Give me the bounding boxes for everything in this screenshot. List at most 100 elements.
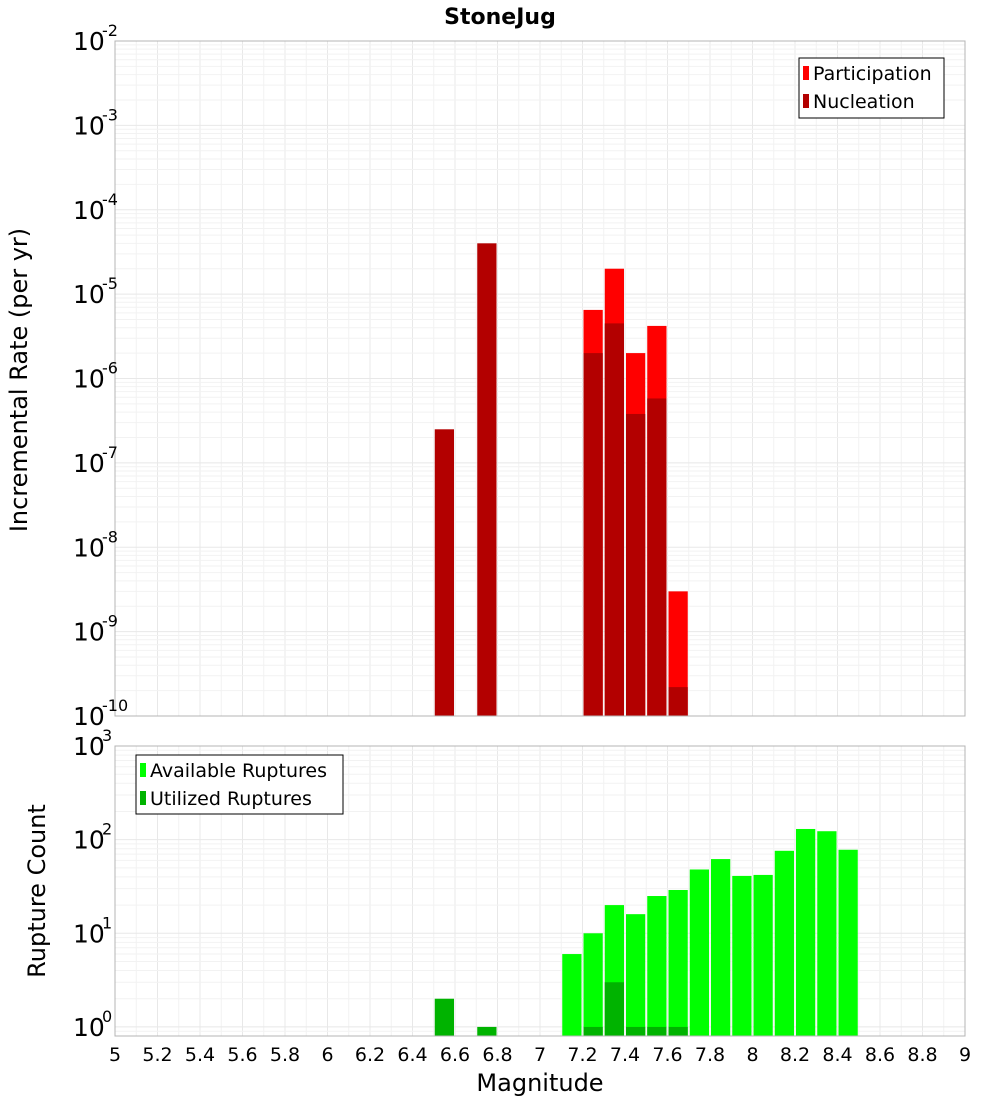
bottom-bar-utilized-ruptures bbox=[583, 1026, 603, 1036]
top-bars bbox=[434, 243, 688, 717]
top-y-tick-label: 10-2 bbox=[73, 21, 118, 56]
top-y-tick-label: 10-4 bbox=[73, 190, 118, 225]
y-tick-base: 10 bbox=[73, 111, 105, 140]
y-tick-base: 10 bbox=[73, 365, 105, 394]
y-tick-exponent: 1 bbox=[102, 913, 112, 932]
bottom-y-tick-label: 100 bbox=[73, 1007, 112, 1042]
y-tick-base: 10 bbox=[73, 702, 105, 731]
bottom-bar-available-ruptures bbox=[774, 850, 794, 1036]
top-y-tick-label: 10-10 bbox=[73, 696, 128, 731]
y-tick-base: 10 bbox=[73, 618, 105, 647]
bottom-bar-available-ruptures bbox=[583, 933, 603, 1036]
x-tick-label: 6.4 bbox=[397, 1044, 427, 1066]
bottom-bar-available-ruptures bbox=[668, 889, 688, 1036]
y-tick-base: 10 bbox=[73, 196, 105, 225]
bottom-bar-available-ruptures bbox=[838, 849, 858, 1036]
top-y-tick-label: 10-9 bbox=[73, 612, 118, 647]
y-tick-base: 10 bbox=[73, 919, 105, 948]
top-y-axis-label: Incremental Rate (per yr) bbox=[5, 228, 33, 532]
x-tick-label: 7.4 bbox=[610, 1044, 640, 1066]
bottom-bar-available-ruptures bbox=[732, 875, 752, 1036]
bottom-bar-available-ruptures bbox=[562, 954, 582, 1036]
x-tick-label: 5 bbox=[109, 1044, 121, 1066]
bottom-bar-utilized-ruptures bbox=[434, 998, 454, 1036]
x-tick-label: 5.6 bbox=[227, 1044, 257, 1066]
x-tick-label: 6.2 bbox=[355, 1044, 385, 1066]
y-tick-exponent: -8 bbox=[102, 527, 118, 546]
bottom-bar-utilized-ruptures bbox=[604, 982, 624, 1036]
y-tick-base: 10 bbox=[73, 533, 105, 562]
top-plot-frame bbox=[114, 40, 966, 717]
y-tick-exponent: -7 bbox=[102, 443, 118, 462]
y-tick-base: 10 bbox=[73, 449, 105, 478]
bottom-plot-frame bbox=[114, 745, 966, 1037]
top-bar-nucleation bbox=[647, 398, 667, 716]
x-tick-label: 5.8 bbox=[270, 1044, 300, 1066]
x-tick-label: 7 bbox=[534, 1044, 546, 1066]
x-tick-label: 5.4 bbox=[185, 1044, 215, 1066]
y-tick-base: 10 bbox=[73, 280, 105, 309]
bottom-bar-available-ruptures bbox=[689, 869, 709, 1036]
bottom-bar-available-ruptures bbox=[796, 828, 816, 1036]
top-bar-nucleation bbox=[626, 413, 646, 716]
x-tick-label: 9 bbox=[959, 1044, 971, 1066]
bottom-y-tick-label: 102 bbox=[73, 820, 112, 855]
bottom-legend-box bbox=[135, 754, 344, 815]
top-bar-participation bbox=[668, 591, 688, 716]
bottom-bar-available-ruptures bbox=[626, 914, 646, 1036]
legend-swatch-participation bbox=[803, 66, 809, 80]
y-tick-base: 10 bbox=[73, 732, 105, 761]
bottom-bar-utilized-ruptures bbox=[477, 1026, 497, 1036]
top-bar-nucleation bbox=[477, 243, 497, 717]
legend-label-participation: Participation bbox=[813, 63, 932, 85]
y-tick-exponent: -4 bbox=[102, 190, 118, 209]
x-tick-label: 7.8 bbox=[695, 1044, 725, 1066]
y-tick-exponent: 3 bbox=[102, 726, 112, 745]
bottom-bar-utilized-ruptures bbox=[668, 1026, 688, 1036]
y-tick-base: 10 bbox=[73, 1013, 105, 1042]
y-tick-exponent: -9 bbox=[102, 612, 118, 631]
bottom-bars bbox=[434, 828, 858, 1036]
top-bar-nucleation bbox=[668, 687, 688, 716]
x-tick-label: 6.8 bbox=[482, 1044, 512, 1066]
y-tick-exponent: -3 bbox=[102, 105, 118, 124]
x-tick-label: 6.6 bbox=[440, 1044, 470, 1066]
bottom-bar-available-ruptures bbox=[647, 896, 667, 1036]
y-tick-base: 10 bbox=[73, 27, 105, 56]
bottom-y-tick-label: 101 bbox=[73, 913, 112, 948]
x-axis-label: Magnitude bbox=[476, 1069, 603, 1097]
legend-label-available: Available Ruptures bbox=[150, 760, 327, 782]
x-tick-labels: 5 5.2 5.4 5.6 5.8 6 6.2 6.4 6.6 6.8 7 7.2 7.4 7.6 7.8 8… bbox=[109, 1044, 971, 1066]
y-tick-exponent: -2 bbox=[102, 21, 118, 40]
y-tick-base: 10 bbox=[73, 826, 105, 855]
x-tick-label: 5.2 bbox=[142, 1044, 172, 1066]
x-tick-label: 8.2 bbox=[780, 1044, 810, 1066]
x-tick-label: 7.6 bbox=[652, 1044, 682, 1066]
legend-swatch-available bbox=[140, 763, 146, 777]
top-legend: Participation Nucleation bbox=[798, 57, 945, 119]
bottom-y-tick-label: 103 bbox=[73, 726, 112, 761]
top-gridlines bbox=[114, 40, 966, 717]
y-tick-exponent: -6 bbox=[102, 359, 118, 378]
bottom-legend: Available Ruptures Utilized Ruptures bbox=[135, 754, 344, 815]
x-tick-label: 6 bbox=[321, 1044, 333, 1066]
y-tick-exponent: 2 bbox=[102, 820, 112, 839]
bottom-bar-available-ruptures bbox=[711, 859, 731, 1036]
top-legend-box bbox=[798, 57, 945, 119]
top-y-tick-label: 10-8 bbox=[73, 527, 118, 562]
legend-label-utilized: Utilized Ruptures bbox=[150, 788, 312, 810]
legend-label-nucleation: Nucleation bbox=[813, 91, 915, 113]
x-tick-label: 7.2 bbox=[567, 1044, 597, 1066]
legend-swatch-utilized bbox=[140, 791, 146, 805]
top-bar-nucleation bbox=[434, 429, 454, 716]
top-y-tick-label: 10-5 bbox=[73, 274, 118, 309]
bottom-bar-available-ruptures bbox=[817, 831, 837, 1036]
y-tick-exponent: -10 bbox=[102, 696, 128, 715]
bottom-bar-available-ruptures bbox=[753, 874, 773, 1036]
y-tick-exponent: 0 bbox=[102, 1007, 112, 1026]
x-tick-label: 8.8 bbox=[907, 1044, 937, 1066]
top-y-tick-label: 10-7 bbox=[73, 443, 118, 478]
